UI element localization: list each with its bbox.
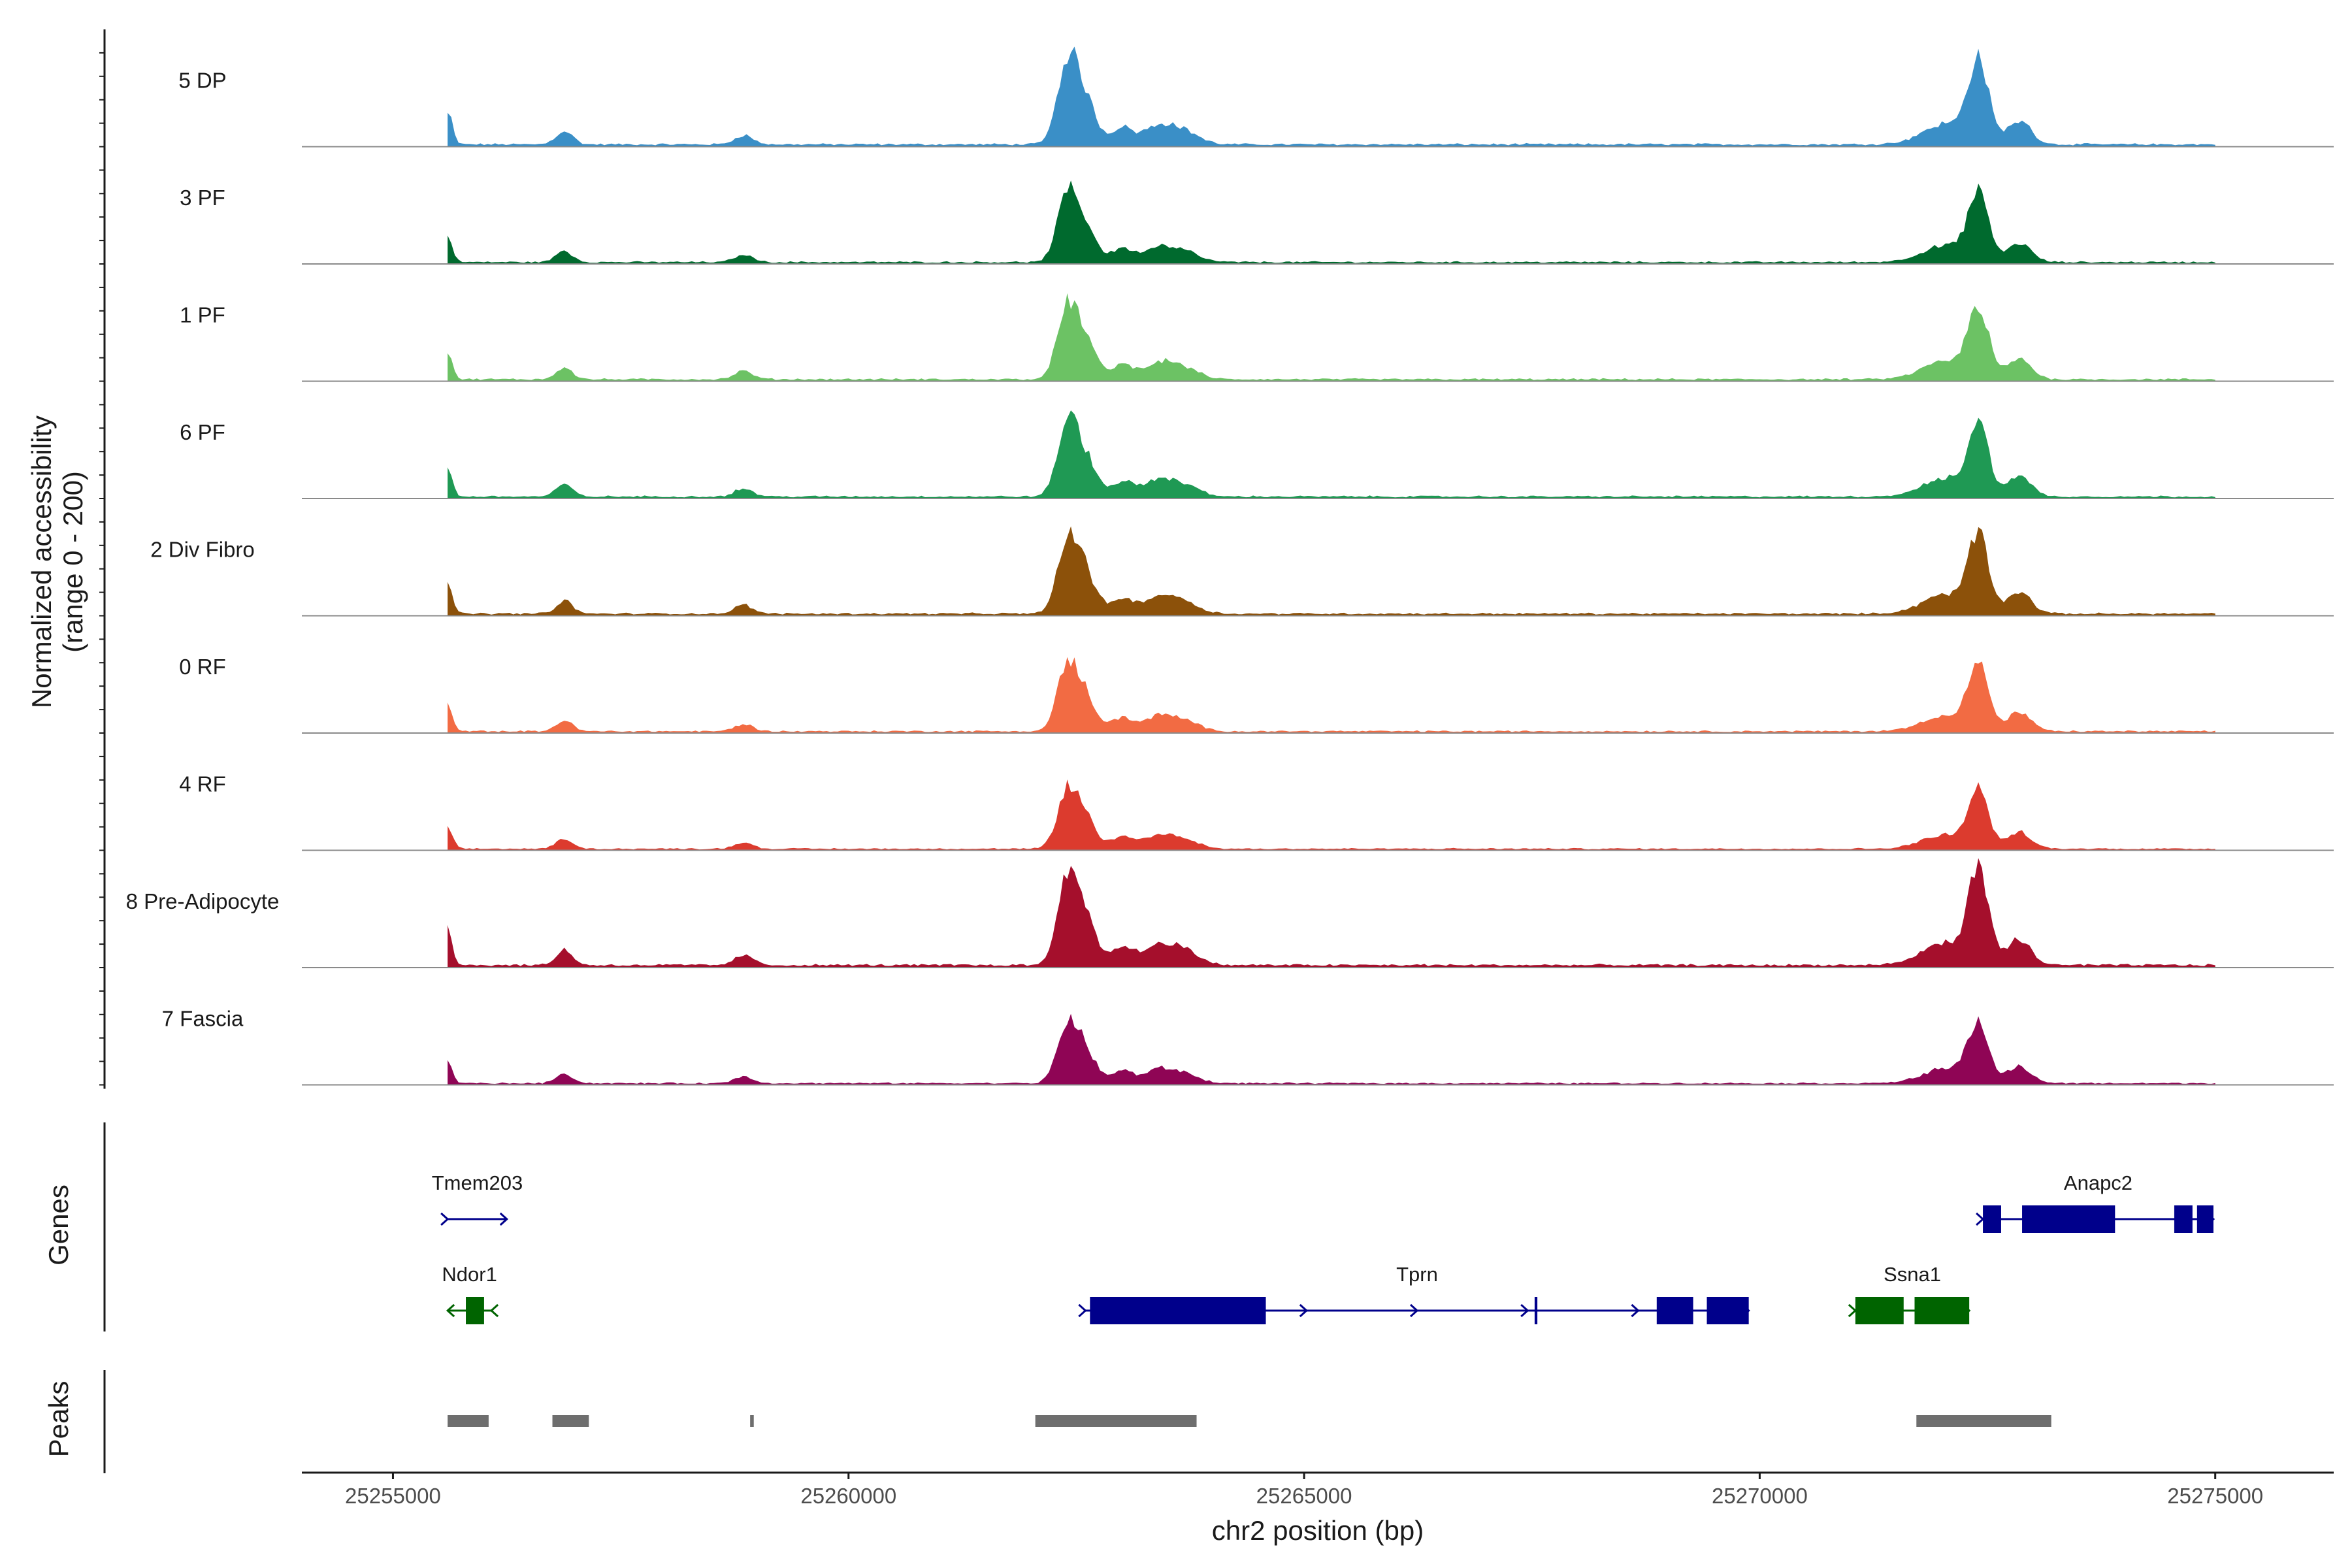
peak-bar [750, 1415, 754, 1427]
x-tick-label: 25270000 [1712, 1484, 1808, 1508]
coverage-area [448, 657, 2215, 733]
coverage-area [448, 526, 2215, 616]
y-axis-title-line2: (range 0 - 200) [57, 471, 88, 653]
track-label: 7 Fascia [162, 1007, 244, 1031]
gene-tprn: Tprn [1078, 1263, 1750, 1324]
track-label: 5 DP [178, 69, 226, 93]
exon [1914, 1297, 1970, 1324]
coverage-area [448, 858, 2215, 968]
peak-bar [1916, 1415, 2051, 1427]
coverage-area [448, 1013, 2215, 1085]
track-label: 2 Div Fibro [150, 538, 255, 562]
coverage-area [448, 779, 2215, 851]
gene-label: Ssna1 [1884, 1263, 1941, 1286]
exon [2174, 1205, 2193, 1233]
coverage-area [448, 180, 2215, 264]
gene-ndor1: Ndor1 [442, 1263, 499, 1324]
track-0: 5 DP [178, 46, 2334, 148]
track-4: 2 Div Fibro [150, 526, 2334, 617]
exon [1090, 1297, 1266, 1324]
peak-bar [1035, 1415, 1197, 1427]
exon [1983, 1205, 2001, 1233]
track-label: 6 PF [180, 420, 225, 444]
track-3: 6 PF [180, 410, 2334, 499]
strand-arrow [1631, 1303, 1640, 1318]
strand-arrow [1520, 1303, 1529, 1318]
track-5: 0 RF [179, 655, 2334, 734]
exon [2022, 1205, 2115, 1233]
strand-arrow [1848, 1303, 1857, 1318]
x-tick-label: 25265000 [1256, 1484, 1352, 1508]
gene-label: Anapc2 [2064, 1171, 2132, 1194]
strand-arrow [446, 1303, 455, 1318]
gene-tmem203: Tmem203 [432, 1171, 523, 1226]
strand-arrow [489, 1303, 499, 1318]
exon [1855, 1297, 1904, 1324]
coverage-area [448, 410, 2215, 498]
gene-label: Ndor1 [442, 1263, 497, 1286]
track-label: 3 PF [180, 186, 225, 210]
y-axis-title-line1: Normalized accessibility [26, 416, 57, 708]
track-label: 4 RF [179, 772, 226, 796]
exon [1707, 1297, 1749, 1324]
peak-bar [448, 1415, 489, 1427]
panels-layer: 5 DP 3 PF 1 PF 6 PF 2 Div Fibro 0 RF 4 RF 8 Pre… [99, 29, 2334, 1508]
exon [466, 1297, 484, 1324]
exon [1656, 1297, 1693, 1324]
peaks-panel-title: Peaks [43, 1381, 74, 1458]
strand-arrow [1976, 1212, 1985, 1226]
track-8: 7 Fascia [162, 1007, 2334, 1086]
coverage-area [448, 293, 2215, 382]
x-tick-label: 25255000 [345, 1484, 441, 1508]
x-axis-title: chr2 position (bp) [1212, 1515, 1424, 1546]
exon [1534, 1297, 1538, 1324]
track-6: 4 RF [179, 772, 2334, 851]
strand-arrow [440, 1212, 449, 1226]
gene-ssna1: Ssna1 [1848, 1263, 1971, 1324]
exon [2197, 1205, 2213, 1233]
track-label: 8 Pre-Adipocyte [126, 889, 280, 913]
gene-label: Tprn [1396, 1263, 1438, 1286]
strand-arrow [1299, 1303, 1309, 1318]
strand-arrow [1078, 1303, 1087, 1318]
track-1: 3 PF [180, 180, 2334, 265]
strand-arrow [499, 1212, 509, 1226]
genes-panel-title: Genes [43, 1184, 74, 1266]
gene-label: Tmem203 [432, 1171, 523, 1194]
track-7: 8 Pre-Adipocyte [126, 858, 2334, 968]
track-2: 1 PF [180, 293, 2334, 382]
track-label: 0 RF [179, 655, 226, 679]
x-tick-label: 25260000 [800, 1484, 896, 1508]
gene-anapc2: Anapc2 [1976, 1171, 2215, 1233]
x-tick-label: 25275000 [2167, 1484, 2263, 1508]
track-label: 1 PF [180, 303, 225, 327]
strand-arrow [1410, 1303, 1419, 1318]
peak-bar [552, 1415, 589, 1427]
coverage-area [448, 46, 2215, 147]
